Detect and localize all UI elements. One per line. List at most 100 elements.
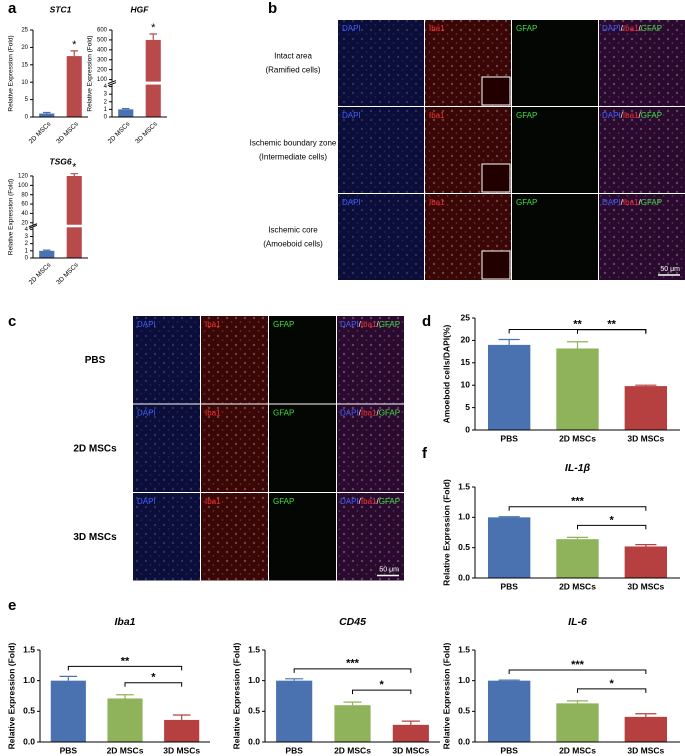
channel-label: Iba1 bbox=[429, 198, 445, 207]
row-label: (Intermediate cells) bbox=[259, 153, 327, 162]
y-tick-label: 0 bbox=[104, 115, 108, 121]
row-label: (Amoeboid cells) bbox=[263, 240, 323, 249]
y-tick-label: 1.0 bbox=[458, 512, 470, 522]
error-bar bbox=[285, 678, 304, 681]
error-bar bbox=[172, 714, 191, 720]
channel-label: Iba1 bbox=[205, 409, 221, 418]
y-tick-label: 2 bbox=[104, 99, 108, 105]
significance-bracket bbox=[577, 688, 647, 693]
error-bar bbox=[498, 516, 520, 518]
error-bar bbox=[149, 33, 158, 40]
bar bbox=[487, 517, 531, 578]
micrograph bbox=[269, 493, 336, 581]
x-tick-label: PBS bbox=[500, 745, 518, 755]
channel-label-part: / bbox=[376, 409, 379, 418]
channel-label: DAPI/Iba1/GFAP bbox=[340, 320, 400, 329]
x-tick-label: 2D MSCs bbox=[559, 433, 596, 443]
significance-bracket bbox=[124, 682, 183, 687]
micrograph bbox=[269, 404, 336, 492]
bar bbox=[39, 250, 55, 258]
channel-label-part: DAPI bbox=[340, 497, 359, 506]
y-tick-label: 15 bbox=[21, 62, 28, 68]
error-bar bbox=[635, 544, 657, 547]
channel-label-part: GFAP bbox=[379, 320, 400, 329]
x-tick-label: 2D MSCs bbox=[28, 120, 53, 145]
micrograph bbox=[512, 194, 598, 280]
channel-label: Iba1 bbox=[429, 111, 445, 120]
y-tick-label: 4 bbox=[25, 227, 29, 233]
x-tick-label: 2D MSCs bbox=[559, 581, 596, 591]
bar bbox=[624, 386, 668, 430]
y-tick-label: 1 bbox=[104, 107, 108, 113]
channel-label-part: / bbox=[359, 409, 362, 418]
y-tick-label: 0 bbox=[25, 115, 29, 121]
channel-label-part: Iba1 bbox=[623, 111, 639, 120]
significance-label: * bbox=[72, 162, 77, 174]
channel-label-part: / bbox=[376, 497, 379, 506]
row-label: Intact area bbox=[274, 52, 312, 61]
channel-label: DAPI bbox=[137, 409, 156, 418]
y-tick-label: 1 bbox=[25, 248, 29, 254]
error-bar bbox=[343, 701, 362, 706]
significance-label: *** bbox=[346, 658, 360, 670]
chart-title: STC1 bbox=[50, 4, 72, 14]
chart-title: CD45 bbox=[339, 616, 366, 628]
micrograph bbox=[512, 20, 598, 106]
channel-label: DAPI bbox=[137, 497, 156, 506]
error-bar bbox=[116, 694, 134, 699]
micrograph-texture bbox=[201, 404, 268, 492]
y-tick-label: 1.5 bbox=[458, 644, 470, 654]
chart-title: IL-6 bbox=[568, 616, 587, 628]
significance-bracket bbox=[352, 689, 412, 695]
y-tick-label: 20 bbox=[21, 220, 28, 226]
y-tick-label: 0.0 bbox=[458, 736, 470, 746]
channel-label: DAPI/Iba1/GFAP bbox=[602, 111, 662, 120]
y-tick-label: 0.5 bbox=[458, 706, 470, 716]
x-tick-label: 2D MSCs bbox=[28, 261, 53, 286]
channel-label: Iba1 bbox=[205, 497, 221, 506]
channel-label: Iba1 bbox=[205, 320, 221, 329]
y-axis-label: Relative Expression (Fold) bbox=[8, 179, 15, 255]
y-tick-label: 500 bbox=[97, 37, 108, 43]
x-tick-label: 3D MSCs bbox=[627, 745, 664, 755]
y-tick-label: 15 bbox=[461, 357, 471, 367]
x-tick-label: 2D MSCs bbox=[559, 745, 596, 755]
x-tick-label: 3D MSCs bbox=[392, 745, 429, 755]
micrograph-texture bbox=[337, 404, 404, 492]
bar bbox=[145, 39, 161, 117]
y-tick-label: 300 bbox=[97, 57, 108, 63]
channel-label-part: GFAP bbox=[379, 497, 400, 506]
micrograph-texture bbox=[133, 493, 200, 581]
row-label: 2D MSCs bbox=[73, 443, 117, 454]
significance-bracket bbox=[508, 506, 647, 511]
error-bar bbox=[498, 679, 520, 681]
x-tick-label: 2D MSCs bbox=[107, 745, 144, 755]
bar bbox=[624, 716, 668, 742]
bar bbox=[392, 724, 429, 742]
panel-label: e bbox=[8, 597, 16, 614]
channel-label-part: / bbox=[359, 497, 362, 506]
y-tick-label: 0.0 bbox=[458, 572, 470, 582]
y-tick-label: 5 bbox=[25, 97, 29, 103]
y-tick-label: 25 bbox=[21, 28, 28, 34]
y-tick-label: 20 bbox=[21, 45, 28, 51]
y-tick-label: 0.0 bbox=[23, 736, 35, 746]
channel-label: GFAP bbox=[273, 320, 294, 329]
micrograph bbox=[269, 316, 336, 404]
bar bbox=[107, 698, 143, 742]
channel-label: DAPI/Iba1/GFAP bbox=[340, 409, 400, 418]
x-tick-label: PBS bbox=[500, 433, 518, 443]
channel-label-part: GFAP bbox=[641, 111, 662, 120]
axis-break bbox=[106, 81, 167, 85]
x-tick-label: 3D MSCs bbox=[627, 581, 664, 591]
bar bbox=[556, 348, 599, 430]
channel-label: GFAP bbox=[273, 497, 294, 506]
error-bar bbox=[59, 675, 78, 681]
significance-label: ** bbox=[573, 318, 582, 330]
channel-label: DAPI/Iba1/GFAP bbox=[340, 497, 400, 506]
channel-label-part: / bbox=[638, 198, 641, 207]
y-tick-label: 40 bbox=[21, 211, 28, 217]
channel-label-part: Iba1 bbox=[361, 497, 377, 506]
axis-break-mark bbox=[28, 223, 38, 229]
y-tick-label: 1.5 bbox=[458, 481, 470, 491]
